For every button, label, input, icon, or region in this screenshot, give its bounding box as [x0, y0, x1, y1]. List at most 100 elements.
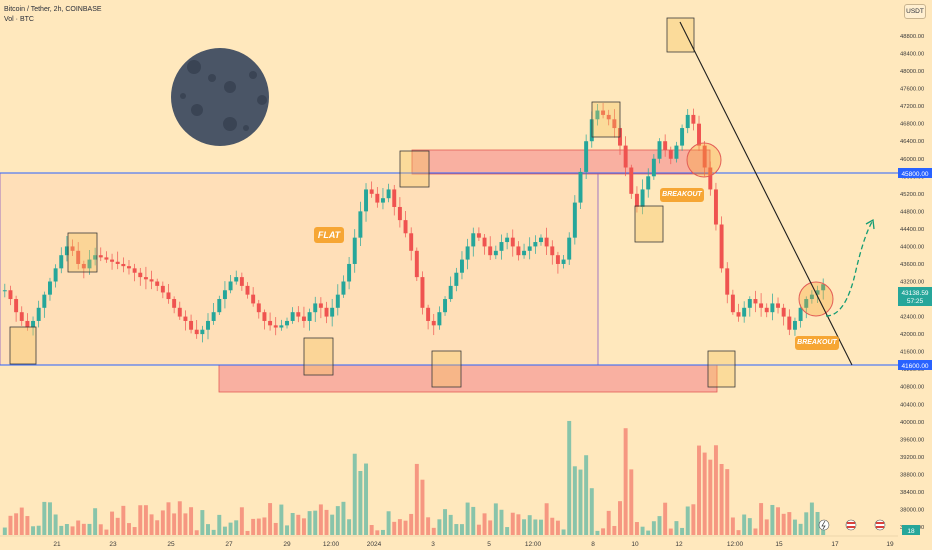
candle-body	[245, 285, 250, 295]
candle-body	[132, 268, 137, 273]
candle-body	[47, 281, 52, 295]
candles	[2, 103, 826, 343]
us-flag-event-icon	[845, 519, 857, 531]
event-icons	[818, 519, 886, 531]
volume-bar	[76, 520, 81, 535]
volume-bar	[612, 525, 617, 535]
candle-body	[499, 242, 504, 251]
candle-body	[776, 303, 781, 308]
time-tick: 12	[675, 541, 683, 548]
candle-body	[364, 189, 369, 212]
volume-bar	[290, 512, 295, 535]
time-tick: 12:00	[323, 541, 340, 548]
volume-bar	[228, 522, 233, 535]
candle-body	[341, 281, 346, 295]
volume-bar	[234, 520, 239, 535]
volume-bar	[138, 505, 143, 535]
price-tick: 43200.00	[900, 280, 924, 286]
volume-bar	[98, 524, 103, 535]
candle-body	[53, 268, 58, 282]
projection-arrow	[825, 221, 873, 317]
candle-body	[189, 320, 194, 330]
volume-bar	[53, 514, 58, 535]
candle-body	[482, 237, 487, 247]
time-tick: 19	[886, 541, 894, 548]
volume-bar	[172, 513, 177, 535]
volume-bar	[143, 505, 148, 535]
volume-bar	[296, 514, 301, 535]
candle-body	[657, 141, 662, 159]
candle-body	[770, 303, 775, 313]
candle-body	[713, 189, 718, 225]
candle-body	[522, 250, 527, 256]
descending-trendline	[679, 21, 853, 366]
last-price-badge	[898, 287, 932, 306]
candle-body	[64, 246, 69, 256]
volume-bar	[781, 513, 786, 535]
candle-body	[296, 312, 301, 317]
volume-bar	[285, 525, 289, 535]
volume-bar	[657, 516, 662, 535]
volume-bar	[668, 528, 673, 535]
volume-bar	[155, 520, 160, 535]
time-tick: 5	[487, 541, 491, 548]
candle-body	[409, 233, 414, 251]
volume-bar	[335, 506, 340, 535]
candle-body	[431, 320, 436, 326]
candle-body	[742, 307, 747, 317]
price-tick: 48000.00	[900, 69, 924, 75]
volume-bar	[606, 510, 611, 535]
currency-button[interactable]: USDT	[904, 4, 926, 19]
candle-body	[262, 312, 267, 321]
candle-body	[584, 141, 589, 172]
volume-bar	[544, 503, 549, 535]
candle-body	[380, 198, 385, 203]
candle-body	[160, 285, 165, 293]
volume-bar	[115, 517, 120, 535]
volume-bar	[121, 505, 126, 535]
highlight-box	[399, 150, 430, 188]
volume-bar	[527, 515, 532, 535]
time-tick: 12:00	[727, 541, 744, 548]
volume-bar	[318, 504, 323, 535]
upper-level-badge	[898, 168, 932, 178]
volume-bar	[680, 527, 685, 535]
volume-bar	[222, 526, 227, 535]
price-tick: 46800.00	[900, 122, 924, 128]
candle-body	[747, 299, 752, 308]
countdown-label: 57:25	[907, 298, 924, 305]
candle-body	[397, 206, 402, 221]
candle-body	[392, 189, 397, 207]
volume-badge	[902, 525, 920, 535]
candle-body	[550, 246, 555, 256]
volume-bar	[245, 530, 250, 535]
volume-bar	[448, 514, 453, 535]
volume-bar	[561, 529, 566, 535]
candle-body	[149, 279, 154, 282]
volume-bar	[160, 510, 165, 535]
time-tick: 3	[431, 541, 435, 548]
volume-bar	[19, 507, 24, 535]
price-tick: 48800.00	[900, 34, 924, 40]
candle-body	[476, 233, 481, 238]
volume-bar	[764, 519, 769, 535]
volume-bar	[646, 530, 651, 535]
volume-bar	[454, 524, 459, 535]
candle-body	[172, 299, 177, 308]
lightning-event-icon	[818, 519, 830, 531]
candle-body	[595, 110, 600, 120]
volume-bar	[533, 519, 538, 535]
us-flag-event-icon-2	[874, 519, 886, 531]
symbol-title[interactable]: Bitcoin / Tether, 2h, COINBASE	[4, 6, 102, 13]
volume-bar	[792, 519, 797, 535]
volume-legend[interactable]: Vol · BTC	[4, 16, 34, 23]
price-tick: 42400.00	[900, 315, 924, 321]
volume-bar	[364, 463, 369, 535]
volume-bar	[251, 518, 256, 535]
volume-bar	[725, 469, 730, 535]
candle-body	[222, 290, 227, 300]
volume-bar	[369, 524, 374, 535]
projection-arrow-head	[865, 218, 875, 230]
price-tick: 38000.00	[900, 507, 924, 513]
